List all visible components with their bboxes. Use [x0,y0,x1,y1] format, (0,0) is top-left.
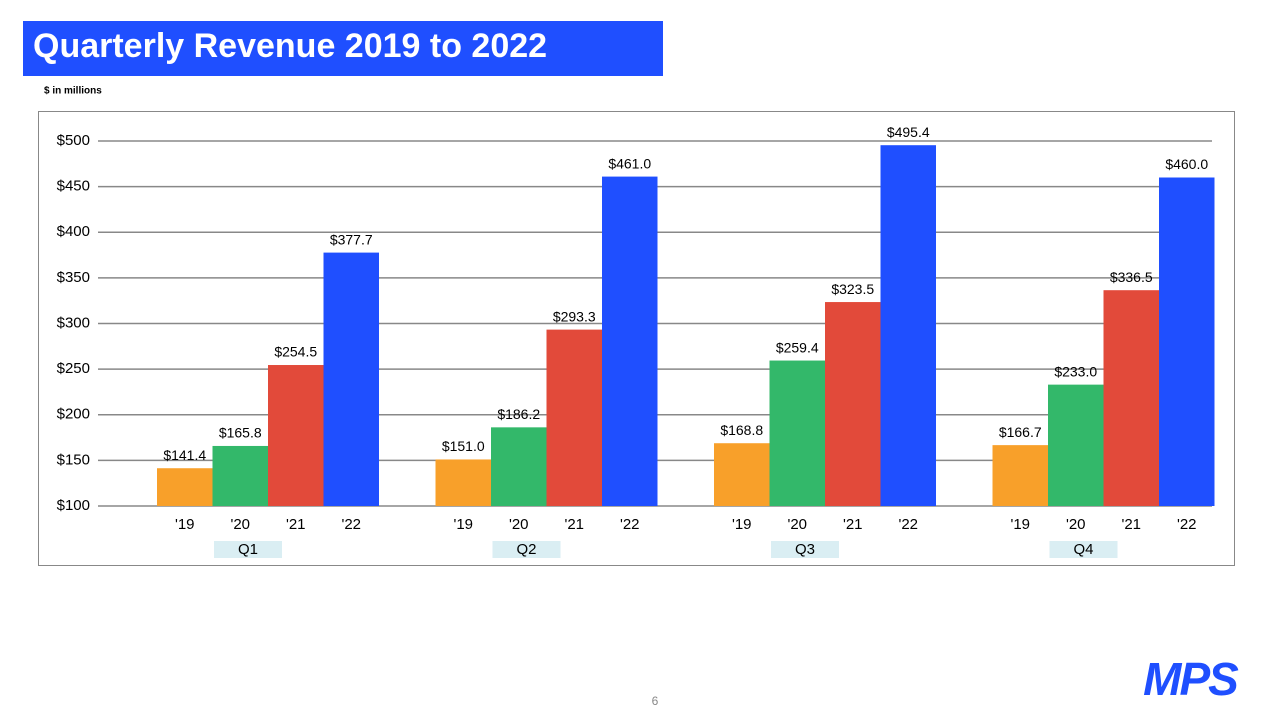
bar [825,302,881,506]
category-label: Q2 [516,541,536,558]
category-box [1049,541,1118,558]
x-tick-label: '22 [620,516,640,533]
bar [714,443,770,506]
category-box [771,541,839,558]
x-tick-label: '22 [898,516,918,533]
value-label: $141.4 [163,447,206,463]
x-tick-label: '21 [843,516,863,533]
slide-title: Quarterly Revenue 2019 to 2022 [33,27,547,65]
value-label: $233.0 [1054,363,1097,379]
bar [435,459,491,506]
bar [491,427,547,506]
value-label: $186.2 [497,406,540,422]
y-tick-label: $150 [57,451,90,468]
value-label: $460.0 [1165,156,1208,172]
bar [323,252,379,506]
y-tick-label: $350 [57,269,90,286]
value-label: $254.5 [274,344,317,360]
bar [546,329,602,506]
value-label: $151.0 [442,438,485,454]
bar [1103,290,1159,506]
x-tick-label: '20 [787,516,807,533]
value-label: $323.5 [831,281,874,297]
value-label: $166.7 [999,424,1042,440]
x-tick-label: '21 [564,516,584,533]
subtitle: $ in millions [44,86,102,97]
y-tick-label: $300 [57,314,90,331]
bar [769,360,825,506]
bar [1048,384,1104,506]
bar [602,176,658,506]
value-label: $259.4 [776,339,819,355]
x-tick-label: '21 [286,516,306,533]
y-tick-label: $250 [57,360,90,377]
x-tick-label: '19 [453,516,473,533]
x-tick-label: '21 [1121,516,1141,533]
page-number: 6 [652,694,659,708]
x-tick-label: '20 [1066,516,1086,533]
category-label: Q4 [1073,541,1093,558]
category-box [492,541,561,558]
category-label: Q1 [238,541,258,558]
bar [157,468,213,506]
bar [880,145,936,506]
bar [212,445,268,506]
logo: MPS [1143,653,1239,705]
value-label: $336.5 [1110,269,1153,285]
x-tick-label: '20 [230,516,250,533]
category-label: Q3 [795,541,815,558]
bar [268,365,324,506]
category-box [214,541,282,558]
x-tick-label: '19 [732,516,752,533]
value-label: $165.8 [219,425,262,441]
bar [1159,177,1215,506]
y-tick-label: $400 [57,223,90,240]
value-label: $461.0 [608,155,651,171]
x-tick-label: '22 [341,516,361,533]
value-label: $168.8 [720,422,763,438]
x-tick-label: '19 [175,516,195,533]
bar [992,445,1048,506]
value-label: $377.7 [330,231,373,247]
x-tick-label: '19 [1010,516,1030,533]
value-label: $495.4 [887,124,930,140]
title-bar [23,21,663,76]
y-tick-label: $100 [57,497,90,514]
x-tick-label: '22 [1177,516,1197,533]
x-tick-label: '20 [509,516,529,533]
value-label: $293.3 [553,308,596,324]
y-tick-label: $500 [57,132,90,149]
plot: $100 $150 $200 $250 $300 $350 $400 $450 $500 $141… [57,124,1215,558]
y-tick-label: $200 [57,406,90,423]
y-tick-label: $450 [57,178,90,195]
